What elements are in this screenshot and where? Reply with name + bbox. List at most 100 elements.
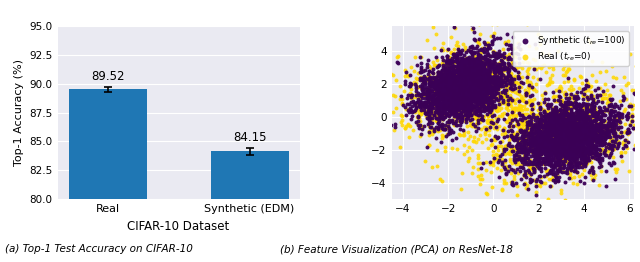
- Synthetic ($t_{re}$=100): [480, 72, 490, 76]
- Synthetic ($t_{re}$=100): [562, 112, 572, 116]
- Synthetic ($t_{re}$=100): [557, 146, 568, 150]
- Synthetic ($t_{re}$=100): [582, 134, 592, 138]
- Synthetic ($t_{re}$=100): [469, 88, 479, 92]
- Real ($t_{re}$=0): [451, 104, 461, 108]
- Synthetic ($t_{re}$=100): [467, 77, 477, 81]
- Synthetic ($t_{re}$=100): [557, 116, 568, 120]
- Synthetic ($t_{re}$=100): [440, 111, 451, 116]
- Synthetic ($t_{re}$=100): [431, 55, 441, 59]
- Real ($t_{re}$=0): [593, 114, 604, 118]
- Real ($t_{re}$=0): [600, 135, 610, 140]
- Real ($t_{re}$=0): [431, 91, 442, 96]
- Synthetic ($t_{re}$=100): [516, 146, 526, 150]
- Synthetic ($t_{re}$=100): [445, 80, 456, 84]
- Synthetic ($t_{re}$=100): [500, 167, 511, 172]
- Synthetic ($t_{re}$=100): [453, 46, 463, 51]
- Synthetic ($t_{re}$=100): [497, 62, 507, 67]
- Synthetic ($t_{re}$=100): [482, 86, 492, 91]
- Synthetic ($t_{re}$=100): [569, 131, 579, 135]
- Real ($t_{re}$=0): [492, 121, 502, 125]
- Synthetic ($t_{re}$=100): [470, 82, 480, 86]
- Synthetic ($t_{re}$=100): [462, 78, 472, 82]
- Synthetic ($t_{re}$=100): [530, 162, 540, 166]
- Synthetic ($t_{re}$=100): [546, 121, 556, 125]
- Synthetic ($t_{re}$=100): [438, 74, 448, 78]
- Synthetic ($t_{re}$=100): [580, 146, 591, 150]
- Synthetic ($t_{re}$=100): [463, 85, 474, 89]
- Synthetic ($t_{re}$=100): [552, 153, 563, 157]
- Synthetic ($t_{re}$=100): [481, 58, 492, 62]
- Real ($t_{re}$=0): [504, 77, 515, 81]
- Synthetic ($t_{re}$=100): [594, 133, 604, 137]
- Synthetic ($t_{re}$=100): [452, 51, 462, 55]
- Synthetic ($t_{re}$=100): [430, 82, 440, 86]
- Synthetic ($t_{re}$=100): [540, 152, 550, 157]
- Real ($t_{re}$=0): [600, 151, 610, 155]
- Synthetic ($t_{re}$=100): [464, 83, 474, 87]
- Synthetic ($t_{re}$=100): [590, 126, 600, 130]
- Synthetic ($t_{re}$=100): [443, 89, 453, 93]
- Real ($t_{re}$=0): [454, 83, 464, 87]
- Real ($t_{re}$=0): [541, 145, 552, 149]
- Synthetic ($t_{re}$=100): [449, 53, 460, 57]
- Real ($t_{re}$=0): [502, 97, 513, 101]
- Synthetic ($t_{re}$=100): [464, 73, 474, 77]
- Real ($t_{re}$=0): [511, 123, 522, 128]
- Real ($t_{re}$=0): [476, 172, 486, 177]
- Real ($t_{re}$=0): [501, 119, 511, 123]
- Real ($t_{re}$=0): [538, 181, 548, 185]
- Real ($t_{re}$=0): [502, 119, 513, 123]
- Real ($t_{re}$=0): [495, 153, 505, 157]
- Synthetic ($t_{re}$=100): [570, 130, 580, 134]
- Synthetic ($t_{re}$=100): [468, 26, 478, 30]
- Synthetic ($t_{re}$=100): [476, 83, 486, 87]
- Synthetic ($t_{re}$=100): [548, 128, 558, 132]
- Synthetic ($t_{re}$=100): [538, 130, 548, 134]
- Real ($t_{re}$=0): [492, 72, 502, 77]
- Real ($t_{re}$=0): [566, 96, 576, 100]
- Synthetic ($t_{re}$=100): [437, 100, 447, 105]
- Synthetic ($t_{re}$=100): [438, 70, 449, 74]
- Real ($t_{re}$=0): [527, 162, 537, 166]
- Synthetic ($t_{re}$=100): [564, 134, 574, 138]
- Synthetic ($t_{re}$=100): [481, 78, 492, 82]
- Real ($t_{re}$=0): [488, 61, 498, 66]
- Synthetic ($t_{re}$=100): [568, 158, 579, 162]
- Synthetic ($t_{re}$=100): [425, 80, 435, 85]
- Synthetic ($t_{re}$=100): [546, 132, 556, 136]
- Synthetic ($t_{re}$=100): [464, 102, 474, 106]
- Real ($t_{re}$=0): [545, 127, 555, 131]
- Synthetic ($t_{re}$=100): [582, 117, 592, 121]
- Synthetic ($t_{re}$=100): [461, 97, 472, 101]
- Synthetic ($t_{re}$=100): [478, 88, 488, 92]
- Real ($t_{re}$=0): [562, 134, 572, 139]
- Synthetic ($t_{re}$=100): [582, 146, 593, 151]
- Synthetic ($t_{re}$=100): [582, 110, 592, 114]
- Synthetic ($t_{re}$=100): [474, 92, 484, 97]
- Synthetic ($t_{re}$=100): [530, 136, 540, 140]
- Synthetic ($t_{re}$=100): [465, 73, 475, 77]
- Real ($t_{re}$=0): [486, 122, 496, 126]
- Synthetic ($t_{re}$=100): [461, 77, 471, 81]
- Synthetic ($t_{re}$=100): [581, 119, 591, 123]
- Synthetic ($t_{re}$=100): [560, 133, 570, 137]
- Synthetic ($t_{re}$=100): [480, 105, 490, 110]
- Real ($t_{re}$=0): [504, 84, 515, 89]
- Synthetic ($t_{re}$=100): [484, 63, 494, 68]
- Synthetic ($t_{re}$=100): [595, 122, 605, 126]
- Synthetic ($t_{re}$=100): [531, 125, 541, 129]
- Synthetic ($t_{re}$=100): [487, 77, 497, 81]
- Synthetic ($t_{re}$=100): [470, 77, 481, 81]
- Synthetic ($t_{re}$=100): [588, 166, 598, 170]
- Synthetic ($t_{re}$=100): [456, 68, 466, 72]
- Real ($t_{re}$=0): [531, 142, 541, 146]
- Synthetic ($t_{re}$=100): [453, 63, 463, 67]
- Synthetic ($t_{re}$=100): [435, 96, 445, 100]
- Real ($t_{re}$=0): [440, 84, 450, 88]
- Synthetic ($t_{re}$=100): [589, 143, 600, 148]
- Real ($t_{re}$=0): [518, 127, 529, 131]
- Real ($t_{re}$=0): [454, 88, 464, 92]
- Synthetic ($t_{re}$=100): [467, 52, 477, 56]
- Synthetic ($t_{re}$=100): [540, 146, 550, 151]
- Real ($t_{re}$=0): [637, 111, 640, 115]
